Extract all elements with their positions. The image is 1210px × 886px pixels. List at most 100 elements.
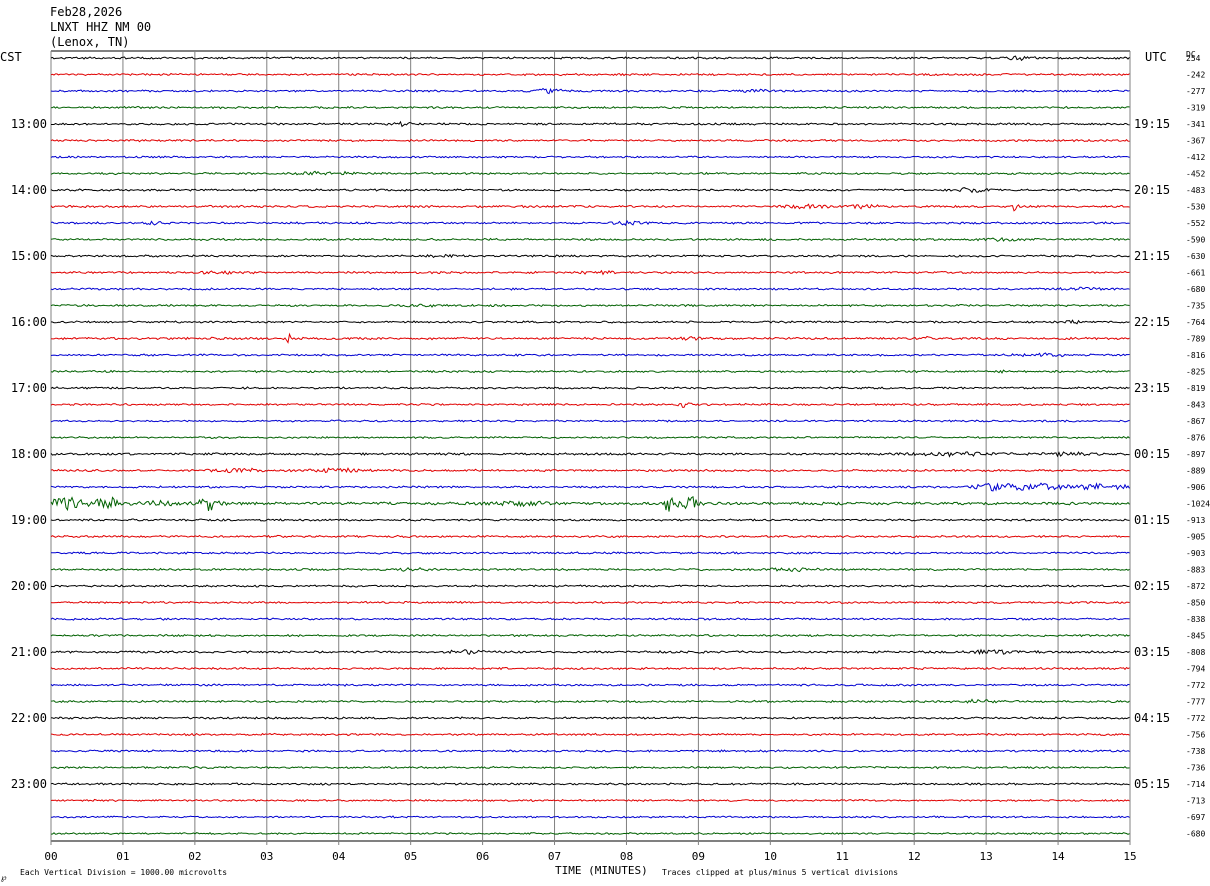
cst-hour-label: 20:00 — [11, 579, 47, 593]
trace-line — [50, 219, 1130, 226]
trace-line — [50, 419, 1130, 423]
trace-line — [50, 138, 1130, 143]
dc-offset-label: -876 — [1186, 434, 1205, 443]
x-tick-label: 15 — [1123, 850, 1136, 863]
dc-offset-label: -697 — [1186, 813, 1205, 822]
utc-hour-label: 05:15 — [1134, 777, 1170, 791]
cst-hour-label: 22:00 — [11, 711, 47, 725]
dc-offset-label: -819 — [1186, 384, 1205, 393]
trace-line — [50, 832, 1130, 836]
dc-offset-label: -713 — [1186, 797, 1205, 806]
dc-offset-label: -341 — [1186, 120, 1205, 129]
trace-line — [50, 269, 1130, 276]
x-tick-label: 11 — [836, 850, 849, 863]
header-date: Feb28,2026 — [50, 5, 122, 19]
corner-mark: ℘ — [1, 873, 7, 882]
utc-hour-label: 04:15 — [1134, 711, 1170, 725]
trace-line — [50, 332, 1130, 344]
cst-hour-label: 19:00 — [11, 513, 47, 527]
dc-offset-label: -367 — [1186, 137, 1205, 146]
dc-offset-label: -889 — [1186, 467, 1205, 476]
trace-line — [50, 187, 1130, 194]
dc-offset-label: -794 — [1186, 665, 1205, 674]
trace-line — [50, 170, 1130, 176]
dc-offset-label: -883 — [1186, 566, 1205, 575]
dc-offset-label: -838 — [1186, 615, 1205, 624]
cst-hour-label: 16:00 — [11, 315, 47, 329]
x-tick-label: 10 — [764, 850, 777, 863]
dc-offset-label: -808 — [1186, 648, 1205, 657]
trace-line — [50, 617, 1130, 621]
right-zone-label: UTC — [1145, 50, 1167, 64]
dc-offset-label: -764 — [1186, 318, 1205, 327]
dc-offset-label: -843 — [1186, 401, 1205, 410]
trace-line — [50, 815, 1130, 819]
x-tick-label: 09 — [692, 850, 705, 863]
trace-line — [50, 698, 1130, 704]
trace-line — [50, 435, 1130, 440]
trace-line — [50, 369, 1130, 374]
trace-line — [50, 551, 1130, 555]
trace-line — [50, 286, 1130, 291]
utc-hour-label: 22:15 — [1134, 315, 1170, 329]
x-tick-label: 06 — [476, 850, 489, 863]
axis-labels: 00 01 02 03 04 05 06 07 08 09 10 11 12 13 14 15 254 -242 -… — [11, 54, 1210, 863]
dc-offset-label: -242 — [1186, 71, 1205, 80]
trace-line — [50, 584, 1130, 588]
dc-offset-label: -680 — [1186, 285, 1205, 294]
trace-line — [50, 798, 1130, 803]
dc-offset-label: -845 — [1186, 632, 1205, 641]
dc-offset-label: -590 — [1186, 236, 1205, 245]
dc-offset-label: -825 — [1186, 368, 1205, 377]
x-tick-label: 08 — [620, 850, 633, 863]
header-station: LNXT HHZ NM 00 — [50, 20, 151, 34]
trace-line — [50, 683, 1130, 687]
trace-line — [50, 303, 1130, 308]
header-location: (Lenox, TN) — [50, 35, 129, 49]
trace-line — [50, 666, 1130, 671]
cst-hour-label: 13:00 — [11, 117, 47, 131]
dc-offset-label: -777 — [1186, 698, 1205, 707]
trace-line — [50, 319, 1130, 325]
trace-line — [50, 352, 1130, 358]
trace-line — [50, 600, 1130, 605]
dc-offset-label: -483 — [1186, 186, 1205, 195]
x-tick-label: 00 — [44, 850, 57, 863]
dc-offset-label: -277 — [1186, 87, 1205, 96]
x-tick-label: 05 — [404, 850, 417, 863]
trace-line — [50, 55, 1130, 62]
x-tick-label: 14 — [1051, 850, 1065, 863]
x-tick-label: 04 — [332, 850, 346, 863]
utc-hour-label: 02:15 — [1134, 579, 1170, 593]
x-tick-label: 13 — [980, 850, 993, 863]
trace-line — [50, 749, 1130, 753]
trace-line — [50, 155, 1130, 159]
x-tick-label: 07 — [548, 850, 561, 863]
dc-offset-label: -1024 — [1186, 500, 1210, 509]
utc-hour-label: 23:15 — [1134, 381, 1170, 395]
cst-hour-label: 21:00 — [11, 645, 47, 659]
clip-note: Traces clipped at plus/minus 5 vertical … — [662, 868, 898, 877]
trace-line — [50, 402, 1130, 408]
trace-line — [50, 716, 1130, 720]
utc-hour-label: 19:15 — [1134, 117, 1170, 131]
dc-offset-label: -872 — [1186, 582, 1205, 591]
cst-hour-label: 23:00 — [11, 777, 47, 791]
cst-hour-label: 15:00 — [11, 249, 47, 263]
trace-line — [50, 203, 1130, 212]
trace-line — [50, 87, 1130, 95]
trace-line — [50, 518, 1130, 522]
trace-line — [50, 253, 1130, 259]
trace-line — [50, 648, 1130, 656]
dc-offset-label: -897 — [1186, 450, 1205, 459]
dc-label: DC — [1186, 50, 1196, 59]
dc-offset-label: -452 — [1186, 170, 1205, 179]
dc-offset-label: -412 — [1186, 153, 1205, 162]
dc-offset-label: -714 — [1186, 780, 1205, 789]
dc-offset-label: -738 — [1186, 747, 1205, 756]
trace-line — [50, 451, 1130, 458]
dc-offset-label: -867 — [1186, 417, 1205, 426]
trace-line — [50, 72, 1130, 77]
x-axis-title: TIME (MINUTES) — [555, 864, 648, 877]
